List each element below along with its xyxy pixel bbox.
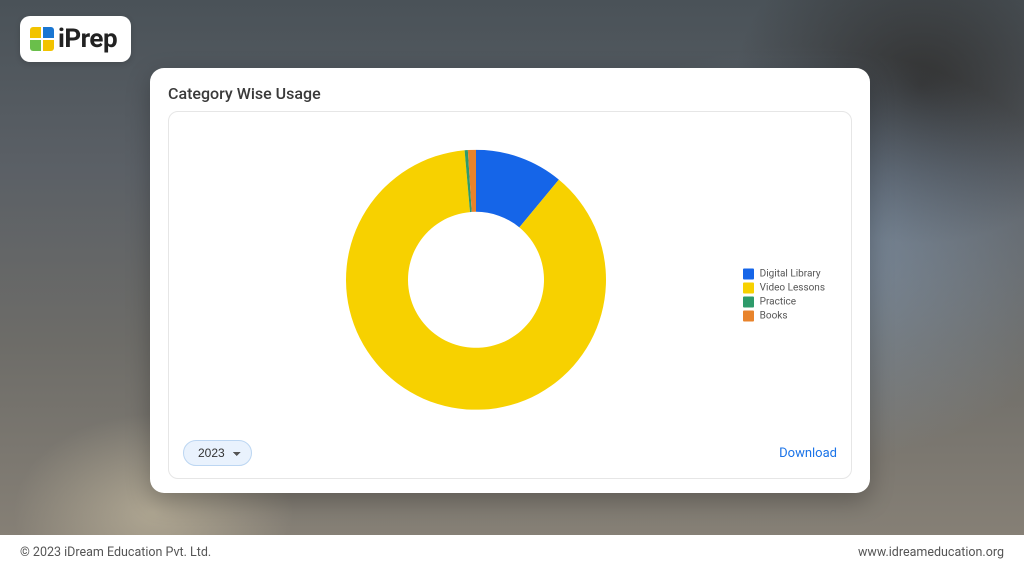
legend-label: Books bbox=[760, 311, 788, 322]
logo-text: iPrep bbox=[58, 24, 117, 54]
legend-swatch-icon bbox=[743, 269, 754, 280]
usage-card: Category Wise Usage Digital Library Video… bbox=[150, 68, 870, 493]
footer-site: www.idreameducation.org bbox=[858, 545, 1004, 560]
chart-legend: Digital Library Video Lessons Practice Book… bbox=[743, 266, 825, 325]
legend-item: Video Lessons bbox=[743, 283, 825, 294]
download-link[interactable]: Download bbox=[779, 446, 837, 461]
legend-label: Digital Library bbox=[760, 269, 821, 280]
legend-item: Books bbox=[743, 311, 825, 322]
chart-frame: Digital Library Video Lessons Practice Book… bbox=[168, 111, 852, 479]
year-select[interactable]: 2023 bbox=[183, 440, 252, 466]
brand-logo: iPrep bbox=[20, 16, 131, 62]
legend-label: Video Lessons bbox=[760, 283, 825, 294]
page-footer: © 2023 iDream Education Pvt. Ltd. www.id… bbox=[0, 535, 1024, 569]
legend-swatch-icon bbox=[743, 311, 754, 322]
legend-item: Digital Library bbox=[743, 269, 825, 280]
legend-swatch-icon bbox=[743, 283, 754, 294]
legend-item: Practice bbox=[743, 297, 825, 308]
footer-copyright: © 2023 iDream Education Pvt. Ltd. bbox=[20, 545, 211, 560]
card-title: Category Wise Usage bbox=[168, 84, 852, 103]
legend-label: Practice bbox=[760, 297, 796, 308]
donut-slice bbox=[346, 150, 606, 409]
legend-swatch-icon bbox=[743, 297, 754, 308]
donut-chart bbox=[346, 150, 606, 414]
card-footer: 2023 Download bbox=[183, 440, 837, 466]
logo-mark-icon bbox=[30, 27, 54, 51]
